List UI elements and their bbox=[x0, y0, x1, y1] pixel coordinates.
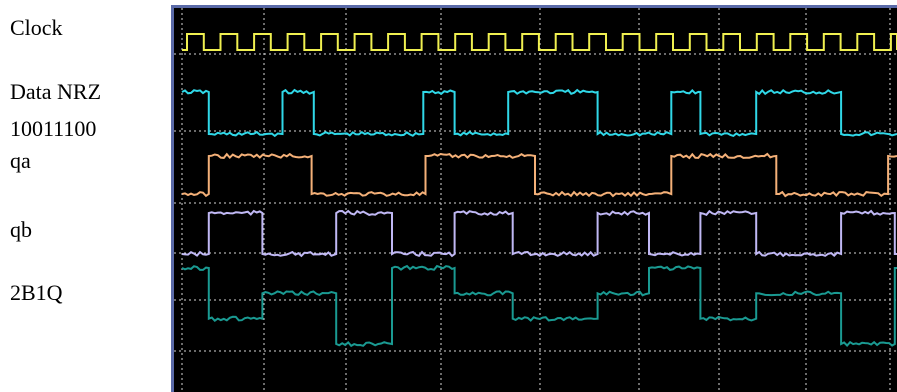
trace-labels: Clock Data NRZ 10011100 qa qb 2B1Q bbox=[0, 0, 170, 392]
label-bit-sequence: 10011100 bbox=[10, 116, 97, 141]
trace-clock bbox=[182, 33, 897, 51]
trace-twob1q bbox=[181, 264, 897, 348]
scope-canvas bbox=[174, 8, 897, 392]
label-clock: Clock bbox=[10, 15, 63, 40]
label-data-nrz: Data NRZ bbox=[10, 79, 102, 104]
trace-data bbox=[181, 88, 897, 138]
trace-qa bbox=[181, 152, 897, 198]
label-qa: qa bbox=[10, 148, 31, 173]
label-2b1q: 2B1Q bbox=[10, 280, 63, 305]
oscilloscope-display bbox=[171, 5, 897, 392]
label-qb: qb bbox=[10, 217, 32, 242]
trace-qb bbox=[181, 209, 897, 258]
